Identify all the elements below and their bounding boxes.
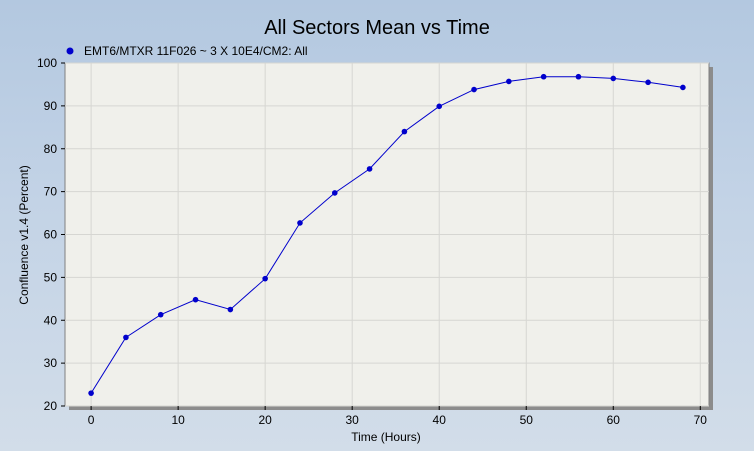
grid <box>65 62 709 407</box>
data-point <box>575 73 582 80</box>
series-layer <box>88 73 686 396</box>
data-point <box>157 311 164 318</box>
y-axis-label: Confluence v1.4 (Percent) <box>17 165 31 304</box>
data-point <box>610 75 617 82</box>
data-point <box>227 306 234 313</box>
x-tick-label: 0 <box>88 413 95 427</box>
x-axis: 0 10 20 30 40 50 60 70 <box>88 406 708 427</box>
data-point <box>366 166 373 172</box>
data-point <box>262 275 268 282</box>
y-tick-label: 60 <box>44 228 58 242</box>
x-tick-label: 50 <box>520 413 534 427</box>
x-tick-label: 60 <box>607 413 621 427</box>
data-point <box>192 296 199 303</box>
y-tick-label: 90 <box>44 99 58 113</box>
data-point <box>436 103 443 110</box>
series-line <box>90 76 683 394</box>
x-tick-label: 10 <box>171 413 185 427</box>
y-tick-label: 80 <box>44 142 58 156</box>
data-point <box>401 128 408 135</box>
chart-title: All Sectors Mean vs Time <box>264 17 490 39</box>
data-point <box>471 86 477 93</box>
x-tick-label: 20 <box>258 413 272 427</box>
data-point <box>88 390 94 396</box>
y-tick-label: 20 <box>44 399 58 413</box>
data-point <box>645 79 651 86</box>
legend-marker <box>66 47 74 55</box>
y-tick-label: 30 <box>44 356 58 370</box>
data-point <box>297 220 303 226</box>
data-point <box>331 190 338 196</box>
x-tick-label: 70 <box>694 413 708 427</box>
legend-label: EMT6/MTXR 11F026 ~ 3 X 10E4/CM2: All <box>84 44 308 58</box>
y-tick-label: 40 <box>44 313 58 327</box>
data-point <box>123 334 129 341</box>
y-axis: 20 30 40 50 60 70 80 90 100 <box>37 56 65 413</box>
x-tick-label: 30 <box>346 413 360 427</box>
y-tick-label: 70 <box>44 185 58 199</box>
data-point <box>680 84 686 91</box>
x-axis-label: Time (Hours) <box>351 430 421 444</box>
data-point <box>540 73 547 80</box>
y-tick-label: 100 <box>37 56 57 70</box>
data-point <box>506 78 512 85</box>
x-tick-label: 40 <box>433 413 447 427</box>
legend: EMT6/MTXR 11F026 ~ 3 X 10E4/CM2: All <box>66 44 308 58</box>
y-tick-label: 50 <box>44 270 58 284</box>
